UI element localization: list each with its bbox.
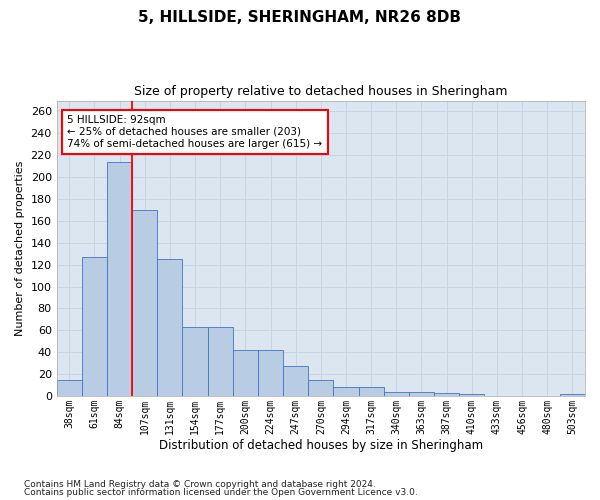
Bar xyxy=(359,387,384,396)
Text: 5, HILLSIDE, SHERINGHAM, NR26 8DB: 5, HILLSIDE, SHERINGHAM, NR26 8DB xyxy=(139,10,461,25)
Bar xyxy=(283,366,308,396)
Bar xyxy=(258,350,283,396)
Bar xyxy=(182,327,208,396)
Text: Contains public sector information licensed under the Open Government Licence v3: Contains public sector information licen… xyxy=(24,488,418,497)
Bar xyxy=(384,392,409,396)
Bar xyxy=(157,259,182,396)
Bar xyxy=(459,394,484,396)
Bar xyxy=(233,350,258,396)
Y-axis label: Number of detached properties: Number of detached properties xyxy=(15,160,25,336)
Bar xyxy=(107,162,132,396)
Text: 5 HILLSIDE: 92sqm
← 25% of detached houses are smaller (203)
74% of semi-detache: 5 HILLSIDE: 92sqm ← 25% of detached hous… xyxy=(67,116,322,148)
Bar xyxy=(82,257,107,396)
Bar xyxy=(409,392,434,396)
Bar xyxy=(56,380,82,396)
Bar xyxy=(132,210,157,396)
Text: Contains HM Land Registry data © Crown copyright and database right 2024.: Contains HM Land Registry data © Crown c… xyxy=(24,480,376,489)
X-axis label: Distribution of detached houses by size in Sheringham: Distribution of detached houses by size … xyxy=(159,440,483,452)
Bar xyxy=(560,394,585,396)
Bar xyxy=(434,392,459,396)
Bar xyxy=(308,380,334,396)
Title: Size of property relative to detached houses in Sheringham: Size of property relative to detached ho… xyxy=(134,85,508,98)
Bar xyxy=(208,327,233,396)
Bar xyxy=(334,387,359,396)
